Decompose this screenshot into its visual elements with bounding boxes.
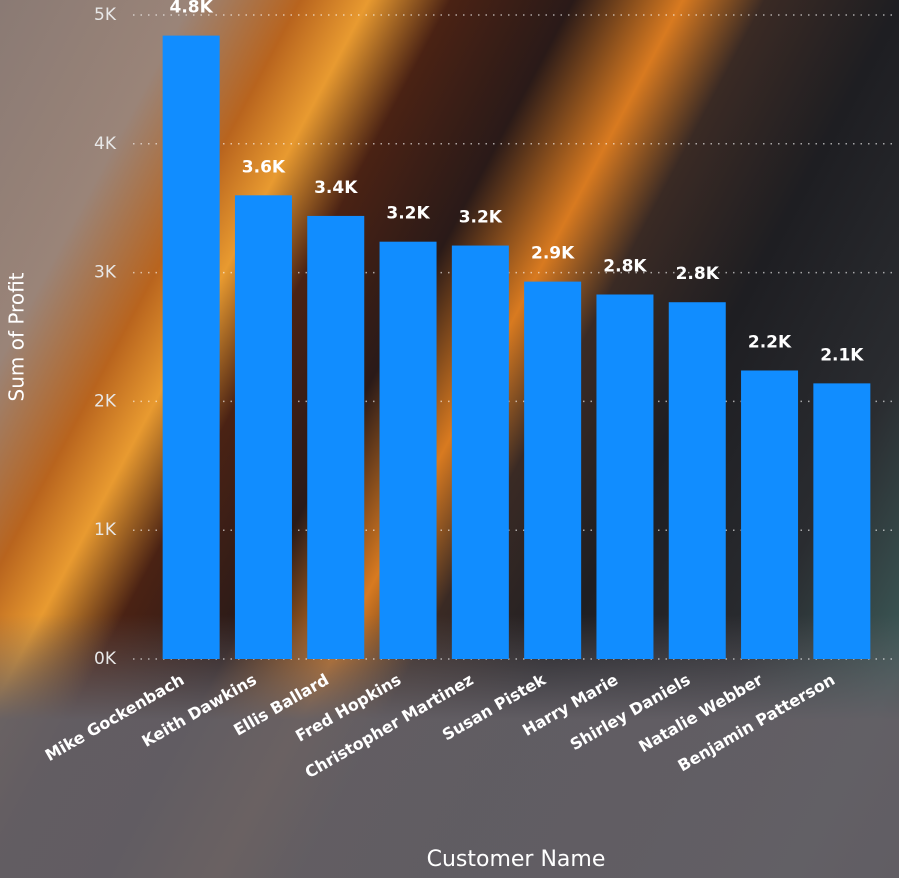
data-label: 2.8K: [676, 264, 720, 284]
data-label: 3.2K: [386, 204, 430, 224]
data-label: 2.1K: [820, 345, 864, 365]
data-label: 4.8K: [170, 0, 214, 18]
bar: [379, 241, 437, 660]
y-tick-label: 0K: [94, 649, 117, 669]
data-label: 3.2K: [459, 208, 503, 228]
bar: [524, 281, 582, 659]
x-axis-title: Customer Name: [427, 847, 606, 872]
bar: [668, 302, 726, 659]
x-tick-label: Mike Gockenbach: [42, 670, 188, 765]
bar: [451, 245, 509, 659]
y-tick-label: 4K: [94, 134, 117, 154]
y-tick-label: 3K: [94, 263, 117, 283]
x-tick-label: Shirley Daniels: [567, 670, 694, 754]
bar: [234, 195, 292, 659]
data-label: 2.9K: [531, 244, 575, 264]
y-tick-label: 2K: [94, 391, 117, 411]
y-tick-label: 1K: [94, 520, 117, 540]
data-label: 3.6K: [242, 157, 286, 177]
data-label: 2.2K: [748, 332, 792, 352]
y-tick-label: 5K: [94, 5, 117, 25]
data-label: 3.4K: [314, 178, 358, 198]
bar: [813, 383, 871, 659]
bar: [741, 370, 799, 659]
data-label: 2.8K: [603, 256, 647, 276]
bar: [596, 294, 654, 659]
y-axis-title: Sum of Profit: [5, 272, 29, 401]
bar: [307, 215, 365, 660]
bar: [162, 35, 220, 659]
